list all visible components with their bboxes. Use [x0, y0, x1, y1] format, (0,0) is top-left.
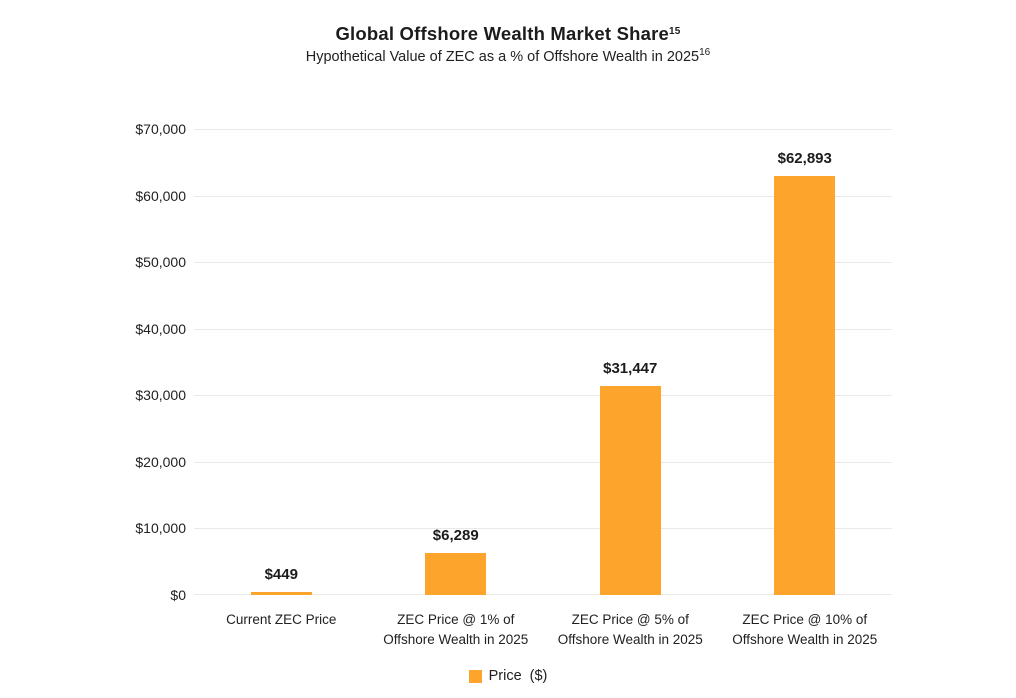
plot-area: $449 $6,289 $31,447 $62,893	[194, 129, 892, 595]
chart-title-footnote: 15	[669, 26, 681, 37]
bar-1	[250, 592, 312, 595]
gridline-70000	[194, 129, 892, 130]
chart-title-text: Global Offshore Wealth Market Share	[335, 23, 670, 44]
gridline-0	[194, 594, 892, 595]
x-tick-label-line: ZEC Price @ 1% of	[397, 612, 515, 627]
y-tick-label-60000: $60,000	[135, 187, 186, 204]
gridline-10000	[194, 528, 892, 530]
x-tick-label-line: Offshore Wealth in 2025	[383, 632, 529, 647]
y-tick-label-10000: $10,000	[135, 520, 186, 537]
y-tick-label-30000: $30,000	[135, 387, 186, 404]
gridline-20000	[194, 461, 892, 463]
gridline-60000	[194, 195, 892, 197]
y-tick-label-20000: $20,000	[135, 453, 186, 470]
chart-subtitle-footnote: 16	[699, 47, 711, 58]
bar-value-label-3: $31,447	[603, 360, 658, 377]
chart-subtitle-text: Hypothetical Value of ZEC as a % of Offs…	[305, 49, 700, 65]
bar-2	[425, 553, 487, 595]
x-tick-label-line: Current ZEC Price	[226, 612, 337, 627]
y-tick-label-50000: $50,000	[135, 254, 186, 271]
x-tick-label-line: Offshore Wealth in 2025	[732, 632, 878, 647]
gridline-40000	[194, 328, 892, 330]
chart-subtitle: Hypothetical Value of ZEC as a % of Offs…	[0, 47, 1016, 65]
y-tick-label-70000: $70,000	[135, 121, 186, 137]
gridline-30000	[194, 395, 892, 397]
legend-price-label: Price ($)	[488, 668, 548, 684]
bar-3	[599, 386, 661, 595]
legend-price-swatch-icon	[468, 669, 482, 683]
x-tick-label-line: Offshore Wealth in 2025	[557, 632, 703, 647]
x-tick-label-4: ZEC Price @ 10% of Offshore Wealth in 202…	[711, 610, 899, 650]
bar-4	[774, 176, 836, 595]
x-tick-label-1: Current ZEC Price	[187, 610, 375, 630]
x-tick-label-line: ZEC Price @ 10% of	[742, 612, 868, 627]
bar-value-label-2: $6,289	[432, 527, 479, 544]
y-tick-label-0: $0	[170, 587, 186, 603]
x-tick-label-3: ZEC Price @ 5% of Offshore Wealth in 2025	[536, 610, 724, 650]
gridline-50000	[194, 262, 892, 264]
legend: Price ($)	[0, 668, 1016, 684]
y-tick-label-40000: $40,000	[135, 320, 186, 337]
bar-value-label-4: $62,893	[777, 150, 832, 167]
x-tick-label-2: ZEC Price @ 1% of Offshore Wealth in 2025	[362, 610, 550, 650]
bar-value-label-1: $449	[264, 566, 298, 583]
chart-title: Global Offshore Wealth Market Share15	[0, 23, 1016, 45]
x-tick-label-line: ZEC Price @ 5% of	[571, 612, 689, 627]
